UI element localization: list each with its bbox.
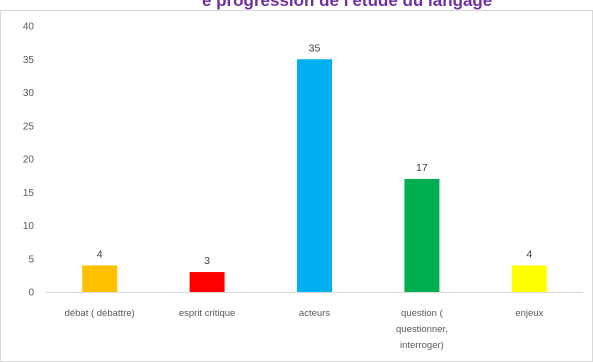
y-tick-label: 35 [23, 55, 35, 66]
bar [297, 59, 332, 292]
data-label: 4 [526, 248, 532, 260]
x-category-label: débat ( débattre) [65, 308, 135, 319]
y-tick-label: 40 [23, 22, 35, 33]
data-label: 35 [309, 42, 321, 54]
y-tick-label: 30 [23, 88, 35, 99]
y-tick-label: 0 [28, 288, 34, 299]
data-label: 4 [97, 248, 103, 260]
x-category-label: question (questionner, interroger) [396, 308, 448, 351]
data-label: 17 [416, 162, 428, 174]
y-tick-label: 5 [28, 254, 34, 265]
y-tick-label: 10 [23, 221, 35, 232]
data-label: 3 [204, 255, 210, 267]
bar [511, 265, 547, 292]
x-category-label: acteurs [299, 308, 330, 319]
bar [82, 265, 118, 292]
bar [189, 272, 225, 292]
x-category-label: esprit critique [179, 308, 236, 319]
y-tick-label: 20 [23, 155, 35, 166]
y-tick-label: 25 [23, 121, 35, 132]
chart-title-clipped: e progression de l'étude du langage [202, 0, 493, 10]
bar [404, 178, 440, 292]
x-category-label: enjeux [515, 308, 543, 319]
y-tick-label: 15 [23, 188, 35, 199]
